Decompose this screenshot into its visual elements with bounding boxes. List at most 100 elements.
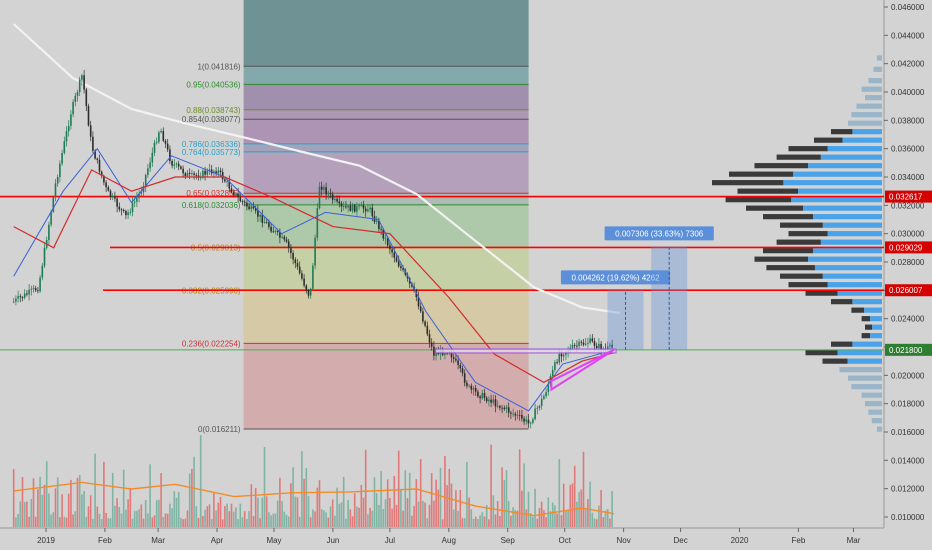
price-tick-label: 0.018000 <box>891 400 925 409</box>
fib-zone <box>243 119 529 144</box>
candle-body <box>149 162 151 169</box>
price-tick-label: 0.040000 <box>891 88 925 97</box>
volume-bar <box>362 497 365 527</box>
volume-bar <box>268 512 270 527</box>
volume-bar <box>290 483 292 527</box>
volume-moving-average-line <box>13 481 615 517</box>
volume-bar <box>356 506 358 527</box>
candle-body <box>494 399 497 407</box>
volume-bar <box>536 518 539 527</box>
candle-body <box>488 399 490 402</box>
candle-body <box>228 181 231 189</box>
candle-body <box>457 360 459 365</box>
candle-body <box>59 163 61 178</box>
volume-bar <box>589 481 591 527</box>
candle-body <box>525 419 528 422</box>
candle-body <box>587 342 589 344</box>
volume-bar <box>492 495 495 527</box>
measure-label-text: 0.007306 (33.63%) 7306 <box>615 229 704 238</box>
candle-body <box>265 221 268 223</box>
volume-bar <box>609 518 611 527</box>
volume-profile-row <box>868 78 882 84</box>
candle-body <box>551 369 554 376</box>
volume-bar <box>281 501 283 527</box>
candle-body <box>125 210 127 216</box>
volume-bar <box>393 475 396 527</box>
volume-bar <box>28 516 30 527</box>
candle-body <box>237 193 239 198</box>
candle-body <box>103 175 105 183</box>
candle-body <box>30 288 33 290</box>
volume-bar <box>481 512 484 527</box>
time-tick-label: Jun <box>326 536 339 545</box>
candle-body <box>208 169 211 171</box>
candle-body <box>50 211 52 225</box>
candle-body <box>505 407 508 410</box>
volume-bar <box>483 516 486 527</box>
volume-bar <box>369 507 371 527</box>
candle-body <box>455 358 457 361</box>
fib-level-label: 0.95(0.040536) <box>186 80 241 89</box>
volume-bar <box>173 491 176 527</box>
candle-body <box>477 391 479 397</box>
volume-profile-row <box>873 66 882 72</box>
volume-bar <box>325 512 327 527</box>
volume-bar <box>230 503 233 527</box>
price-tick-label: 0.036000 <box>891 145 925 154</box>
volume-bar <box>386 479 389 527</box>
candle-body <box>261 215 264 223</box>
candle-body <box>402 268 404 270</box>
volume-bar <box>336 487 338 527</box>
candle-body <box>490 399 492 403</box>
candle-body <box>193 173 195 175</box>
volume-profile-row <box>870 333 882 339</box>
candle-body <box>83 75 85 90</box>
volume-bar <box>136 510 138 527</box>
candle-body <box>129 211 132 213</box>
volume-bar <box>270 515 272 527</box>
candle-body <box>246 202 248 207</box>
candle-body <box>19 296 22 298</box>
candle-body <box>287 241 290 248</box>
volume-bar <box>248 511 250 527</box>
resistance-price-badge-bg <box>885 190 932 203</box>
candle-body <box>116 198 118 207</box>
candle-body <box>433 346 435 356</box>
volume-bar <box>512 507 514 527</box>
candle-body <box>435 352 437 356</box>
fib-level-label: 0.786(0.036336) <box>182 140 241 149</box>
price-tick-label: 0.030000 <box>891 230 925 239</box>
volume-bar <box>556 513 558 527</box>
candle-body <box>316 208 319 238</box>
volume-bar <box>70 479 72 527</box>
candle-body <box>226 181 228 182</box>
volume-bar <box>105 512 107 527</box>
current-price-badge: 0.021800 <box>889 346 923 355</box>
candle-body <box>224 179 226 182</box>
volume-bar <box>349 509 352 527</box>
volume-bar <box>505 470 508 527</box>
volume-bar <box>122 469 125 527</box>
volume-bar <box>538 507 541 527</box>
candle-body <box>279 231 281 238</box>
volume-profile-row <box>798 188 882 194</box>
volume-bar <box>274 513 277 527</box>
candle-body <box>184 173 187 176</box>
candle-body <box>43 247 46 266</box>
candle-body <box>252 206 255 209</box>
volume-bar <box>43 484 46 527</box>
candle-body <box>593 341 596 346</box>
candle-body <box>338 201 341 204</box>
volume-bar <box>118 507 121 527</box>
volume-profile-row <box>839 367 882 373</box>
candle-body <box>219 170 222 173</box>
candle-body <box>558 353 561 363</box>
volume-profile-row <box>852 299 882 305</box>
volume-bar <box>67 493 70 527</box>
volume-bar <box>111 472 114 527</box>
candle-body <box>397 261 400 267</box>
candle-body <box>395 257 398 262</box>
candle-body <box>120 209 123 211</box>
volume-bar <box>371 510 374 527</box>
